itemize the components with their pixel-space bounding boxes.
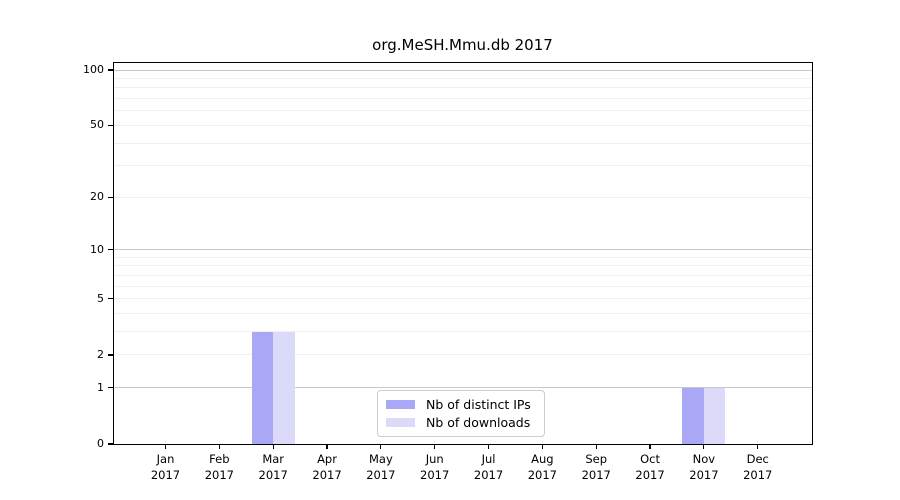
y-tick-label: 1 (97, 380, 104, 394)
minor-gridline (113, 124, 812, 126)
y-axis-tick (108, 196, 113, 198)
y-axis-tick (108, 249, 113, 251)
x-axis-tick (649, 444, 651, 449)
y-tick-label: 10 (90, 242, 104, 256)
y-axis-tick (108, 387, 113, 389)
x-tick-label: Feb 2017 (204, 452, 234, 482)
x-axis-tick (595, 444, 597, 449)
minor-gridline (113, 265, 812, 267)
legend-item-downloads: Nb of downloads (386, 415, 536, 430)
y-axis-tick (108, 69, 113, 71)
x-axis-tick (541, 444, 543, 449)
x-tick-label: Sep 2017 (581, 452, 611, 482)
major-gridline (113, 249, 812, 251)
x-tick-label: Oct 2017 (635, 452, 665, 482)
bar-distinct-ips (682, 387, 704, 444)
x-axis-tick (487, 444, 490, 449)
minor-gridline (113, 313, 812, 315)
minor-gridline (113, 87, 812, 89)
x-axis-tick (434, 444, 436, 449)
x-axis-tick (703, 444, 705, 449)
y-tick-label: 100 (83, 63, 104, 76)
legend-label-downloads: Nb of downloads (426, 415, 531, 430)
y-tick-label: 50 (90, 118, 104, 132)
chart-title: org.MeSH.Mmu.db 2017 (372, 36, 553, 54)
major-gridline (113, 69, 812, 71)
legend-swatch-downloads (386, 418, 415, 427)
x-tick-label: Mar 2017 (258, 452, 288, 482)
bar-downloads (703, 387, 726, 444)
legend-swatch-distinct-ips (386, 400, 415, 409)
minor-gridline (113, 298, 812, 300)
minor-gridline (113, 142, 812, 144)
x-axis-tick (272, 444, 274, 449)
minor-gridline (113, 110, 812, 112)
x-tick-label: Jun 2017 (420, 452, 450, 482)
major-gridline (113, 387, 812, 389)
x-axis-tick (757, 444, 759, 449)
legend-item-distinct-ips: Nb of distinct IPs (386, 397, 536, 412)
y-tick-label: 20 (90, 190, 104, 204)
legend: Nb of distinct IPs Nb of downloads (377, 390, 545, 437)
legend-label-distinct-ips: Nb of distinct IPs (426, 397, 531, 412)
bar-downloads (273, 331, 295, 444)
bar-distinct-ips (251, 331, 274, 444)
minor-gridline (113, 285, 812, 287)
minor-gridline (113, 98, 812, 100)
y-tick-label: 5 (97, 291, 104, 305)
minor-gridline (113, 354, 812, 356)
x-axis-tick (218, 444, 220, 449)
x-tick-label: May 2017 (366, 452, 396, 482)
x-tick-label: Dec 2017 (743, 452, 773, 482)
x-axis-tick (164, 444, 167, 449)
x-tick-label: Aug 2017 (527, 452, 558, 482)
minor-gridline (113, 196, 812, 198)
y-axis-tick (108, 354, 113, 356)
minor-gridline (113, 165, 812, 167)
y-axis-tick (108, 443, 113, 445)
y-tick-label: 0 (97, 437, 104, 450)
minor-gridline (113, 274, 812, 276)
x-axis-tick (326, 444, 328, 449)
minor-gridline (113, 256, 812, 258)
x-axis-tick (380, 444, 382, 449)
x-tick-label: Nov 2017 (689, 452, 719, 482)
x-tick-label: Jul 2017 (473, 452, 504, 482)
y-tick-label: 2 (97, 347, 104, 361)
x-tick-label: Apr 2017 (312, 452, 342, 482)
minor-gridline (113, 331, 812, 333)
minor-gridline (113, 77, 812, 79)
x-tick-label: Jan 2017 (150, 452, 181, 482)
y-axis-tick (108, 124, 113, 126)
y-axis-tick (108, 298, 113, 300)
